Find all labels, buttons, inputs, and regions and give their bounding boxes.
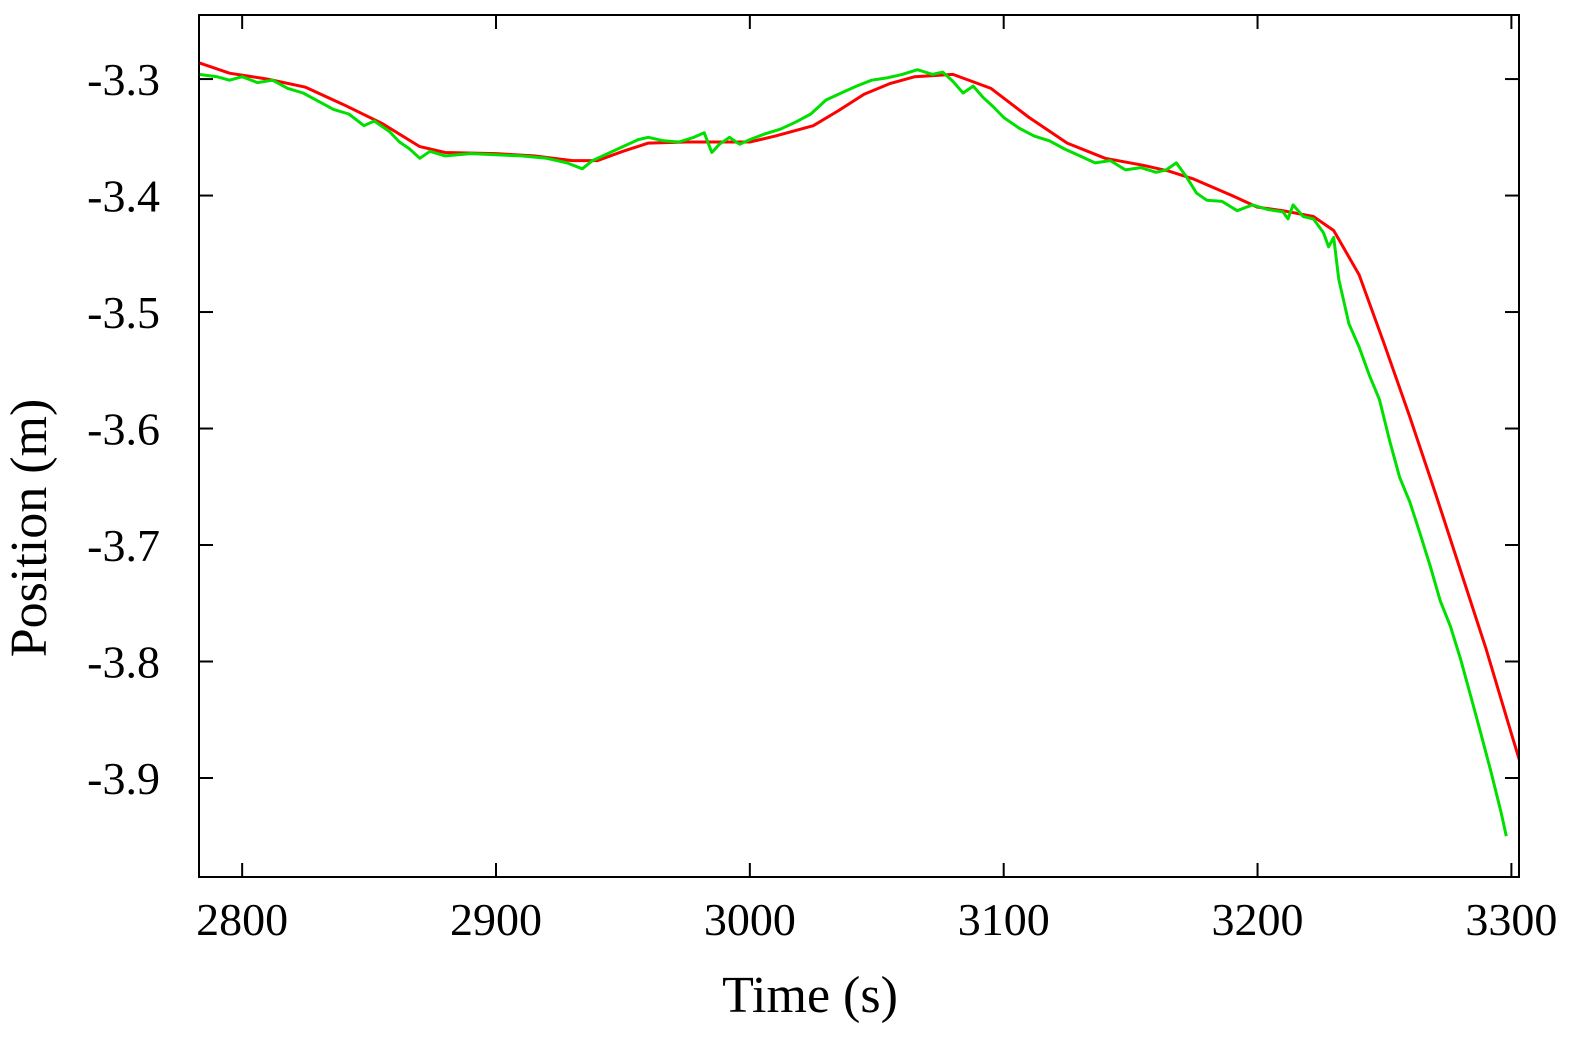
x-tick-label: 3300 (1465, 894, 1557, 945)
series-line-1 (199, 61, 1519, 764)
x-tick-label: 2800 (196, 894, 288, 945)
y-tick-label: -3.5 (87, 287, 160, 338)
y-tick-label: -3.8 (87, 637, 160, 688)
series-line-2 (199, 68, 1508, 837)
y-tick-label: -3.4 (87, 171, 160, 222)
y-axis-title: Position (m) (1, 399, 58, 658)
plot-frame (198, 14, 1520, 878)
x-tick-label: 3100 (958, 894, 1050, 945)
x-axis-title: Time (s) (722, 967, 898, 1024)
y-tick-label: -3.7 (87, 520, 160, 571)
x-tick-label: 3000 (704, 894, 796, 945)
axis-ticks (199, 15, 1519, 877)
y-tick-label: -3.6 (87, 404, 160, 455)
x-tick-label: 2900 (450, 894, 542, 945)
x-tick-label: 3200 (1212, 894, 1304, 945)
series-layer (199, 61, 1519, 837)
y-tick-label: -3.3 (87, 54, 160, 105)
y-tick-label: -3.9 (87, 753, 160, 804)
tick-labels: 2800 2900 3000 3100 3200 3300 -3.3 -3.4 -3.5 -3.6… (87, 54, 1557, 945)
